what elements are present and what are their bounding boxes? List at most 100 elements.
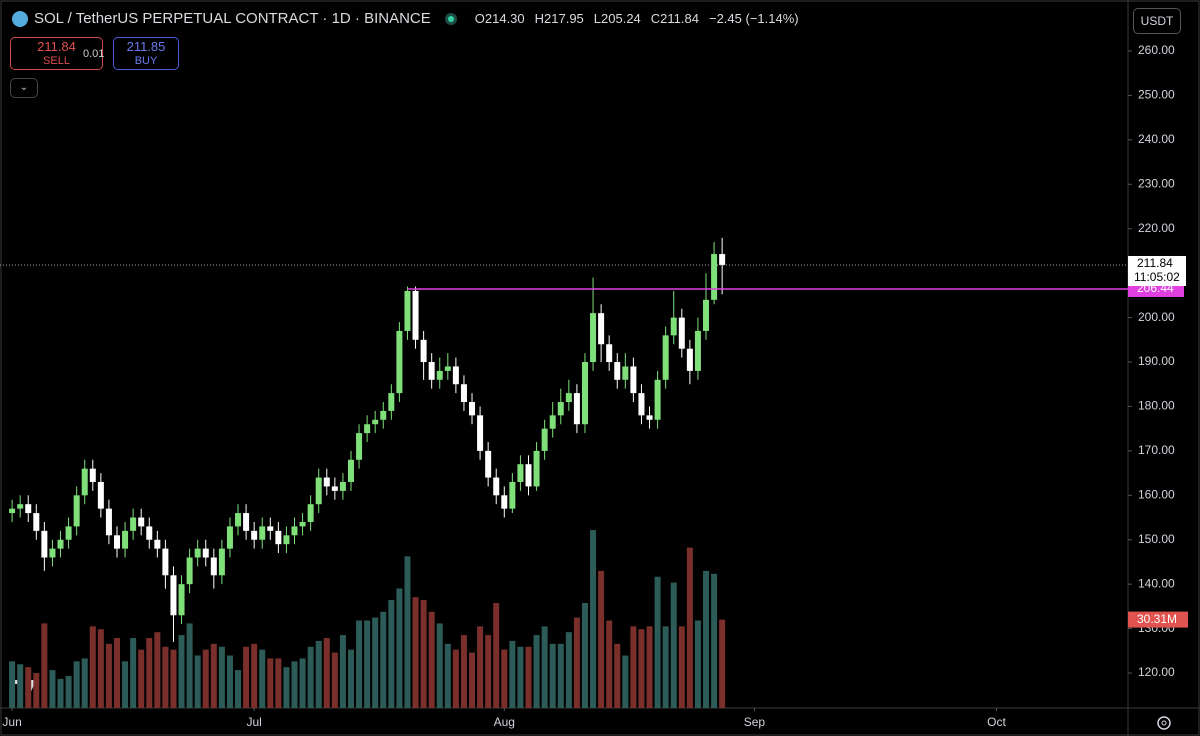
volume-bar: [259, 649, 266, 708]
volume-bar: [364, 620, 371, 708]
candle-body: [565, 393, 572, 403]
candle-body: [646, 415, 653, 420]
volume-bar: [356, 620, 363, 708]
volume-bar: [678, 626, 685, 708]
candle-body: [33, 513, 40, 531]
candle-body: [364, 424, 371, 434]
candle-body: [218, 548, 225, 576]
candle-body: [259, 526, 266, 540]
volume-bar: [33, 673, 40, 708]
candle-body: [89, 468, 96, 482]
volume-bar: [662, 626, 669, 708]
volume-bar: [444, 643, 451, 708]
candle-body: [501, 495, 508, 509]
x-tick-label: Jun: [2, 715, 21, 729]
volume-bar: [17, 664, 24, 708]
volume-bar: [89, 626, 96, 708]
volume-bar: [275, 658, 282, 708]
volume-bar: [493, 603, 500, 708]
candle-body: [517, 464, 524, 482]
volume-bar: [307, 646, 314, 708]
x-tick-label: Jul: [246, 715, 261, 729]
volume-bar: [517, 646, 524, 708]
candle-body: [146, 526, 153, 540]
volume-label: 30.31M: [1137, 612, 1177, 626]
candle-body: [678, 317, 685, 349]
y-tick-label: 220.00: [1138, 221, 1175, 235]
volume-bar: [420, 600, 427, 708]
volume-bar: [186, 623, 193, 708]
volume-bar: [686, 547, 693, 708]
legend-close: C211.84: [650, 11, 699, 26]
volume-bar: [614, 643, 621, 708]
legend-high: H217.95: [534, 11, 584, 26]
volume-bar: [210, 643, 217, 708]
candle-body: [654, 379, 661, 420]
candle-body: [428, 362, 435, 380]
candle-body: [606, 344, 613, 363]
volume-bar: [396, 588, 403, 708]
candle-body: [202, 548, 209, 558]
volume-bar: [694, 620, 701, 708]
candle-body: [444, 366, 451, 371]
candle-body: [73, 495, 80, 527]
volume-bar: [565, 632, 572, 708]
volume-bar: [194, 655, 201, 708]
candle-body: [598, 313, 605, 345]
volume-bar: [469, 652, 476, 708]
candle-body: [581, 362, 588, 425]
volume-bar: [251, 643, 258, 708]
candle-body: [711, 254, 718, 300]
volume-bar: [436, 623, 443, 708]
volume-bar: [372, 617, 379, 708]
candle-body: [396, 330, 403, 394]
volume-bar: [606, 620, 613, 708]
settings-button[interactable]: [1157, 716, 1171, 730]
volume-bar: [347, 649, 354, 708]
symbol-title[interactable]: SOL / TetherUS PERPETUAL CONTRACT · 1D ·…: [34, 10, 431, 27]
candle-body: [299, 521, 306, 527]
candle-body: [339, 481, 346, 491]
candle-body: [573, 393, 580, 425]
volume-bar: [509, 640, 516, 708]
y-tick-label: 190.00: [1138, 354, 1175, 368]
sell-button[interactable]: 211.84 SELL: [10, 37, 103, 70]
y-tick-label: 160.00: [1138, 487, 1175, 501]
candle-body: [65, 526, 72, 540]
volume-bar: [573, 617, 580, 708]
volume-bar: [41, 623, 48, 708]
volume-bar: [315, 640, 322, 708]
candle-body: [388, 393, 395, 411]
candle-body: [122, 530, 129, 549]
volume-bar: [452, 649, 459, 708]
candle-body: [315, 477, 322, 505]
volume-bar: [25, 667, 32, 708]
collapse-button[interactable]: ⌄: [10, 78, 38, 98]
candle-body: [420, 339, 427, 363]
candle-body: [283, 535, 290, 545]
y-tick-label: 200.00: [1138, 310, 1175, 324]
candle-body: [404, 290, 411, 331]
candle-body: [178, 584, 185, 616]
candle-body: [9, 508, 16, 514]
volume-bar: [670, 582, 677, 708]
volume-bar: [630, 626, 637, 708]
candle-body: [638, 393, 645, 416]
volume-bar: [719, 619, 726, 708]
y-tick-label: 180.00: [1138, 399, 1175, 413]
symbol-icon: [12, 10, 28, 27]
volume-bar: [243, 646, 250, 708]
last-price: 211.84: [1137, 256, 1173, 270]
candle-body: [509, 481, 516, 509]
volume-bar: [477, 626, 484, 708]
volume-bar: [138, 649, 145, 708]
x-tick-label: Sep: [744, 715, 766, 729]
candle-body: [226, 526, 233, 549]
candle-body: [170, 575, 177, 616]
countdown: 11:05:02: [1134, 270, 1180, 284]
candle-body: [590, 313, 597, 363]
currency-button[interactable]: USDT: [1133, 8, 1181, 34]
buy-button[interactable]: 211.85 BUY: [113, 37, 179, 70]
candle-body: [703, 299, 710, 331]
